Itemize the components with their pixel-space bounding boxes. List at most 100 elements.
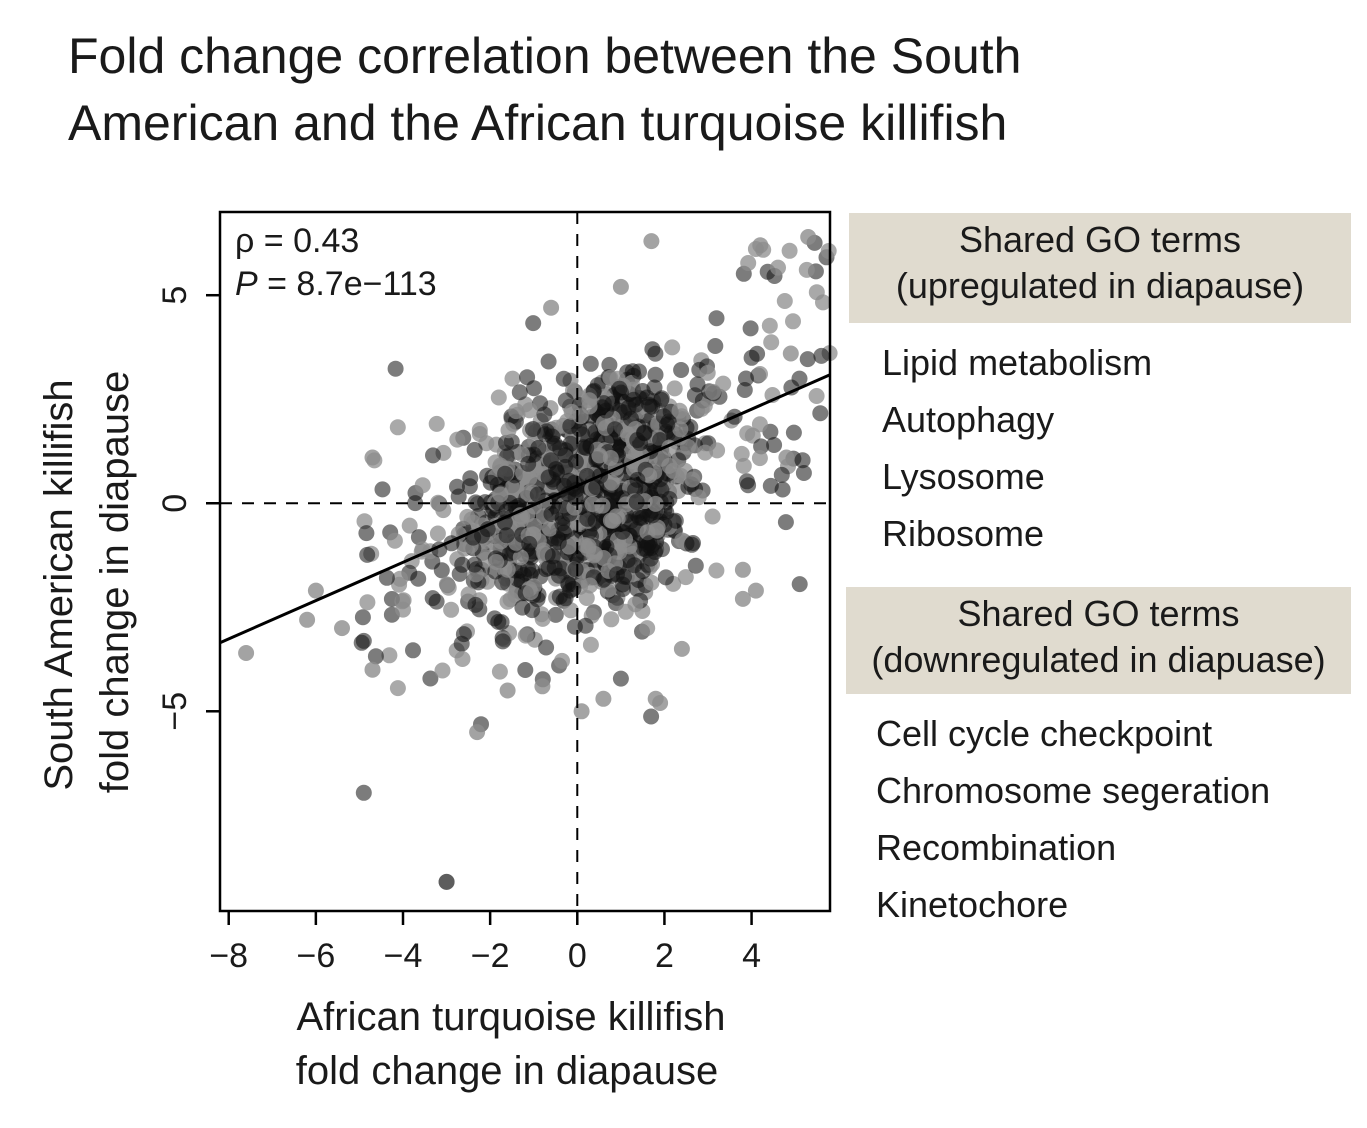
data-point-1967: [627, 596, 644, 613]
data-point-1740: [471, 426, 488, 442]
data-point-2029: [636, 425, 653, 442]
data-point-1936: [643, 708, 660, 725]
data-point-2044: [386, 532, 403, 549]
data-point-1901: [428, 593, 445, 610]
outlier-point-2068: [238, 645, 255, 661]
data-point-1797: [587, 512, 604, 529]
data-point-1963: [761, 317, 778, 334]
data-point-1779: [544, 428, 561, 445]
data-point-1732: [541, 520, 558, 537]
data-point-1815: [704, 508, 721, 525]
data-point-1927: [433, 562, 450, 579]
data-point-1748: [491, 663, 508, 680]
go-term-up-4: Ribosome: [882, 513, 1045, 554]
data-point-1298: [614, 523, 631, 540]
data-point-2012: [474, 527, 490, 544]
data-point-1986: [557, 458, 574, 475]
data-point-1782: [557, 447, 574, 464]
x-axis-label-line-2: fold change in diapause: [296, 1049, 719, 1093]
data-point-1954: [707, 338, 724, 354]
data-point-1981: [580, 538, 597, 555]
data-point-1953: [378, 569, 395, 586]
data-point-1789: [466, 556, 483, 573]
go-term-down-1: Cell cycle checkpoint: [876, 713, 1213, 754]
data-point-769: [601, 356, 618, 373]
data-point-1822: [677, 569, 694, 586]
data-point-2021: [643, 540, 660, 557]
x-tick-label-5: 2: [655, 937, 674, 975]
data-point-1805: [422, 670, 439, 687]
data-point-2011: [659, 416, 676, 433]
data-point-1738: [578, 590, 595, 606]
outlier-point-2062: [800, 229, 817, 245]
go-term-up-3: Lysosome: [882, 456, 1045, 497]
data-point-2031: [387, 360, 404, 377]
data-point-2008: [567, 489, 584, 506]
data-point-2033: [584, 496, 601, 512]
data-point-1982: [799, 351, 816, 368]
data-point-2042: [820, 243, 837, 259]
data-point-1793: [502, 591, 519, 608]
data-point-1892: [752, 366, 768, 382]
data-point-1922: [611, 380, 628, 397]
data-point-1907: [467, 596, 484, 613]
data-point-2034: [680, 438, 696, 455]
p-value: = 8.7e−113: [258, 265, 437, 303]
data-point-1775: [498, 434, 514, 451]
data-point-1449: [562, 602, 579, 619]
data-point-1665: [551, 588, 568, 605]
data-point-1903: [555, 370, 572, 387]
data-point-309: [647, 366, 664, 383]
data-point-1881: [536, 406, 553, 423]
data-point-1977: [407, 495, 424, 512]
data-point-1872: [708, 562, 725, 579]
data-point-1874: [684, 471, 701, 488]
data-point-1828: [493, 614, 510, 631]
p-symbol: P: [235, 265, 258, 303]
data-point-1866: [354, 609, 371, 626]
data-point-2000: [794, 452, 811, 469]
data-point-2027: [395, 601, 411, 618]
data-point-1814: [504, 370, 521, 387]
data-point-1898: [697, 444, 714, 461]
data-point-624: [690, 489, 707, 506]
data-point-2030: [685, 535, 701, 551]
data-point-1928: [359, 546, 376, 563]
data-point-1844: [673, 362, 690, 378]
data-point-1906: [356, 513, 373, 530]
data-point-1991: [520, 455, 537, 472]
data-point-1864: [763, 334, 780, 351]
data-point-1930: [648, 522, 665, 539]
outlier-point-2060: [643, 233, 660, 250]
data-point-2048: [358, 525, 375, 542]
data-point-2023: [774, 481, 791, 498]
data-point-1976: [500, 422, 517, 439]
data-point-1402: [547, 606, 564, 623]
data-point-1810: [525, 421, 541, 437]
go-list-upregulated: Lipid metabolism Autophagy Lysosome Ribo…: [882, 334, 1152, 562]
data-point-1877: [434, 662, 451, 679]
data-point-1915: [795, 465, 812, 481]
data-point-1894: [577, 617, 594, 634]
rho-symbol: ρ: [235, 222, 254, 260]
data-point-1175: [631, 509, 648, 526]
data-point-1998: [405, 642, 421, 659]
data-point-1969: [521, 535, 538, 552]
data-point-1839: [595, 550, 612, 566]
data-point-1908: [554, 652, 570, 669]
outlier-point-2063: [543, 299, 560, 316]
correlation-stat: ρ = 0.43: [235, 222, 359, 260]
data-point-1871: [355, 784, 372, 801]
data-point-1863: [738, 473, 755, 490]
data-point-1929: [776, 293, 793, 309]
data-point-2016: [410, 529, 427, 546]
chart-title-line-2: American and the African turquoise killi…: [68, 95, 1007, 151]
data-point-1806: [490, 389, 507, 406]
data-point-2019: [514, 599, 531, 616]
data-point-1950: [740, 255, 757, 271]
data-point-1958: [543, 506, 560, 522]
data-point-1993: [687, 557, 704, 574]
data-point-2024: [367, 648, 384, 665]
data-point-1971: [492, 486, 509, 503]
data-point-2050: [751, 450, 768, 467]
